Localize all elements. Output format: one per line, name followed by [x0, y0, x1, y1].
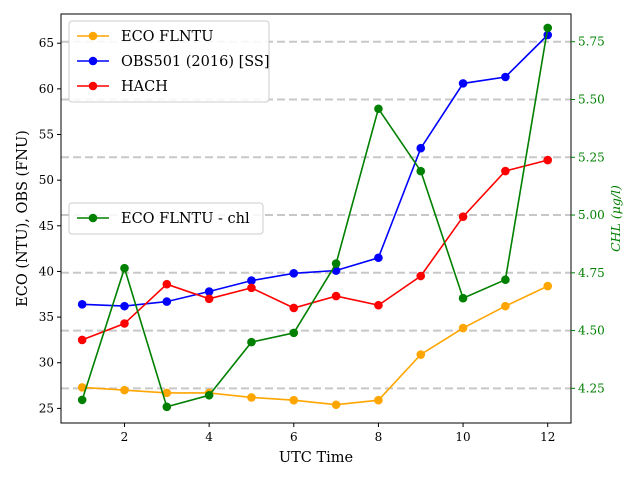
x-tick-label: 10 [455, 430, 470, 444]
data-point-eco-flntu [501, 301, 510, 311]
series-layer [77, 23, 553, 412]
data-point-eco-flntu-chl [501, 275, 510, 285]
x-axis-title: UTC Time [279, 450, 353, 466]
legend-marker [88, 81, 98, 91]
legend-label: ECO FLNTU [121, 29, 213, 45]
series-line-eco-flntu-chl [81, 27, 549, 408]
right-y-tick-label: 4.25 [578, 381, 605, 395]
plot-frame [60, 13, 572, 424]
data-point-eco-flntu [458, 323, 468, 333]
data-point-obs501-2016-ss [247, 276, 256, 285]
axes-layer: 2 4 6 8 10 12 25 30 35 40 45 50 55 60 65 4.25 4.50 4.75 5.… [39, 35, 605, 444]
left-y-tick-label: 55 [39, 128, 54, 142]
data-point-eco-flntu [543, 281, 553, 291]
data-point-eco-flntu [120, 385, 129, 395]
data-point-eco-flntu-chl [416, 166, 426, 176]
data-point-eco-flntu-chl [120, 263, 129, 273]
left-y-axis-title: ECO (NTU), OBS (FNU) [15, 130, 31, 307]
data-point-obs501-2016-ss [120, 301, 129, 311]
right-y-tick-label: 4.50 [578, 324, 605, 338]
legend-box [68, 20, 270, 103]
data-point-hach [77, 335, 87, 345]
data-point-hach [416, 271, 426, 281]
data-point-obs501-2016-ss [501, 72, 510, 82]
right-y-tick-label: 5.50 [578, 92, 605, 106]
data-point-eco-flntu-chl [458, 293, 468, 303]
legend-box [68, 202, 264, 235]
series-line-eco-flntu [82, 285, 549, 406]
data-point-eco-flntu-chl [374, 104, 383, 114]
data-point-hach [543, 155, 553, 165]
data-point-eco-flntu-chl [162, 402, 172, 412]
x-tick-label: 4 [205, 430, 213, 444]
data-point-eco-flntu-chl [77, 395, 87, 405]
legend-marker [88, 213, 98, 223]
legend-label: OBS501 (2016) [SS] [121, 54, 270, 70]
right-y-tick-label: 5.00 [578, 208, 605, 222]
data-point-hach [501, 166, 510, 176]
left-y-tick-label: 50 [39, 173, 54, 187]
data-point-hach [374, 300, 383, 310]
data-point-obs501-2016-ss [416, 143, 426, 153]
series-line-obs501-2016-ss [82, 34, 549, 307]
left-y-tick-label: 25 [39, 401, 54, 415]
data-point-hach [162, 279, 172, 289]
data-point-eco-flntu-chl [331, 259, 341, 268]
right-y-tick-label: 4.75 [578, 266, 605, 280]
left-y-tick-label: 45 [39, 219, 54, 233]
data-point-eco-flntu-chl [247, 337, 256, 347]
data-point-obs501-2016-ss [77, 300, 87, 309]
data-point-eco-flntu [416, 350, 426, 359]
data-point-hach [204, 294, 214, 304]
x-tick-label: 12 [540, 430, 555, 444]
left-y-tick-label: 65 [39, 36, 54, 50]
data-point-eco-flntu [289, 395, 299, 405]
data-point-hach [120, 319, 129, 328]
data-point-hach [331, 291, 341, 301]
left-y-tick-label: 40 [39, 264, 54, 278]
legend-right-axis: ECO FLNTU - chl [68, 202, 264, 235]
right-y-tick-label: 5.25 [578, 150, 605, 164]
data-point-eco-flntu [162, 388, 172, 398]
data-point-eco-flntu-chl [289, 328, 299, 338]
x-tick-label: 6 [290, 430, 298, 444]
data-point-obs501-2016-ss [204, 287, 214, 296]
data-point-eco-flntu [374, 395, 383, 405]
legend-marker [88, 56, 98, 66]
right-y-axis-title: CHL (μg/l) [608, 185, 623, 252]
legend-label: ECO FLNTU - chl [121, 211, 250, 227]
data-point-eco-flntu [331, 400, 341, 410]
data-point-eco-flntu-chl [204, 390, 214, 400]
legend-left-axis: ECO FLNTU OBS501 (2016) [SS] HACH [68, 20, 270, 103]
data-point-eco-flntu-chl [543, 23, 553, 33]
data-point-obs501-2016-ss [289, 268, 299, 278]
x-tick-label: 2 [121, 430, 129, 444]
left-y-tick-label: 60 [39, 82, 54, 96]
data-point-eco-flntu [77, 383, 87, 392]
left-y-tick-label: 30 [39, 356, 54, 370]
data-point-hach [247, 283, 256, 293]
series-line-hach [81, 159, 548, 341]
data-point-obs501-2016-ss [458, 79, 468, 88]
data-point-obs501-2016-ss [162, 297, 172, 306]
data-point-eco-flntu [247, 393, 256, 402]
data-point-hach [289, 303, 299, 313]
right-y-tick-label: 5.75 [578, 35, 605, 49]
x-tick-label: 8 [375, 430, 383, 444]
legend-marker [88, 31, 98, 41]
data-point-hach [458, 212, 468, 221]
legend-label: HACH [121, 79, 168, 95]
data-point-obs501-2016-ss [374, 253, 383, 263]
left-y-tick-label: 35 [39, 310, 54, 324]
